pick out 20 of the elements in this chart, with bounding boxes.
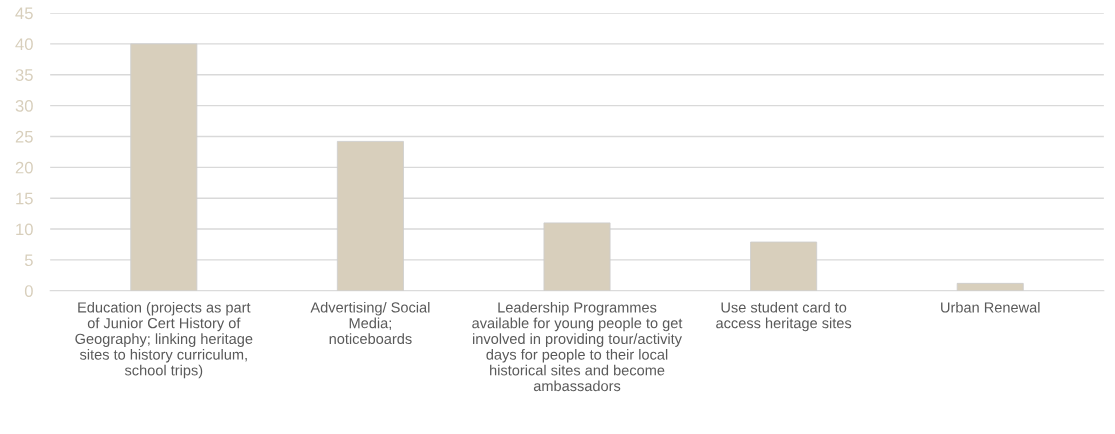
y-tick-label: 5 — [24, 254, 33, 267]
bar — [543, 222, 611, 291]
y-tick-label: 30 — [15, 100, 33, 112]
y-tick-label: 35 — [15, 69, 33, 81]
y-tick-label: 20 — [15, 161, 33, 174]
x-tick-label: Use student card to access heritage sites — [716, 301, 852, 332]
bar — [956, 282, 1024, 291]
y-tick-label: 40 — [15, 38, 33, 51]
x-tick-label: Urban Renewal — [941, 301, 1040, 313]
bar — [750, 241, 818, 291]
y-tick-label: 15 — [16, 192, 33, 205]
y-tick-label: 10 — [16, 223, 33, 236]
bar — [336, 140, 404, 291]
x-tick-label: Leadership Programmes available for young people to get involved in providing tour/activity days for people to their local historical sites and become ambassadors — [472, 301, 683, 392]
y-tick-label: 0 — [24, 285, 33, 297]
y-tick-label: 25 — [15, 130, 33, 143]
x-tick-label: Advertising/ Social Media; noticeboards — [310, 301, 430, 345]
y-tick-label: 45 — [15, 7, 33, 20]
x-tick-label: Education (projects as part of Junior Cert History of Geography; linking heritage sites to history curriculum, school trips) — [75, 301, 253, 379]
bar — [130, 43, 198, 291]
